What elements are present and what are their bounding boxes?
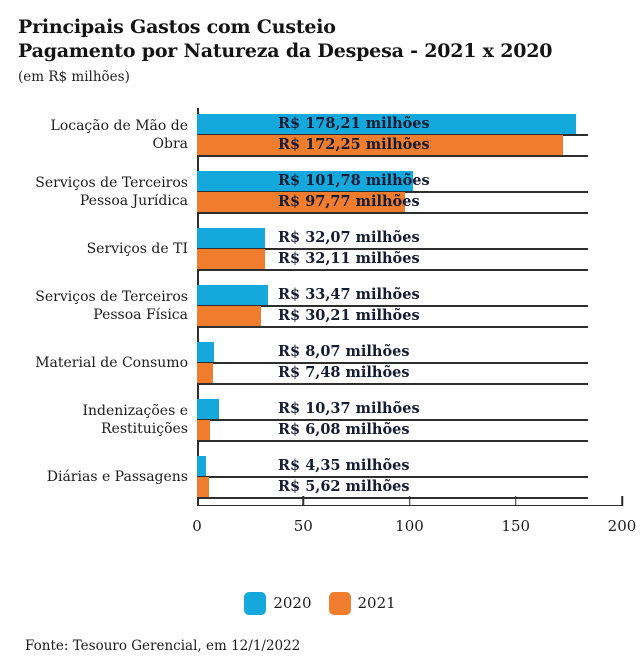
chart-title-line1: Principais Gastos com Custeio <box>18 16 336 38</box>
bar-2020 <box>197 227 266 249</box>
row-underline <box>197 383 588 385</box>
legend-label-2020: 2020 <box>273 594 312 613</box>
value-label: R$ 172,25 milhões <box>278 136 430 154</box>
bar-row-2020: R$ 101,78 milhões <box>197 170 622 193</box>
x-tick-label: 200 <box>607 516 637 535</box>
value-label: R$ 32,11 milhões <box>278 250 420 268</box>
value-label: R$ 6,08 milhões <box>278 421 410 439</box>
bar-row-2020: R$ 10,37 milhões <box>197 398 622 421</box>
x-axis-tick-100 <box>408 495 411 506</box>
value-label: R$ 32,07 milhões <box>278 229 420 247</box>
bar-row-2021: R$ 7,48 milhões <box>197 362 622 385</box>
bar-row-2021: R$ 6,08 milhões <box>197 419 622 442</box>
bar-2020 <box>197 398 220 420</box>
plot-area: Locação de Mão de Obra R$ 178,21 milhões… <box>18 107 622 506</box>
bar-group-diarias-passagens: Diárias e Passagens R$ 4,35 milhões R$ 5… <box>18 455 622 499</box>
value-label: R$ 101,78 milhões <box>278 172 430 190</box>
bar-row-2021: R$ 97,77 milhões <box>197 191 622 214</box>
bar-2020 <box>197 113 576 135</box>
bar-group-servicos-ti: Serviços de TI R$ 32,07 milhões R$ 32,11… <box>18 227 622 271</box>
row-underline <box>197 155 588 157</box>
bar-row-2021: R$ 5,62 milhões <box>197 476 622 499</box>
x-axis-labels: 0 50 100 150 200 <box>192 516 636 537</box>
row-underline <box>197 497 588 499</box>
category-label: Serviços de TI <box>86 240 188 257</box>
value-label: R$ 178,21 milhões <box>278 115 430 133</box>
category-label: Serviços de Terceiros Pessoa Jurídica <box>35 174 188 209</box>
bar-2021 <box>197 248 266 270</box>
x-axis-tick-200 <box>621 495 623 506</box>
category-label: Locação de Mão de Obra <box>50 117 188 152</box>
bar-2021 <box>197 134 564 156</box>
bar-group-servicos-terceiros-pj: Serviços de Terceiros Pessoa Jurídica R$… <box>18 170 622 214</box>
value-label: R$ 8,07 milhões <box>278 343 410 361</box>
bar-group-material-consumo: Material de Consumo R$ 8,07 milhões R$ 7… <box>18 341 622 385</box>
category-label: Diárias e Passagens <box>46 468 188 485</box>
category-label: Serviços de Terceiros Pessoa Física <box>35 288 188 323</box>
legend-swatch-2020 <box>244 591 267 615</box>
bar-2021 <box>197 476 209 498</box>
x-tick-label: 100 <box>395 516 424 535</box>
bar-2020 <box>197 170 414 192</box>
value-label: R$ 5,62 milhões <box>278 478 410 496</box>
bar-2021 <box>197 191 405 213</box>
bar-2021 <box>197 362 213 384</box>
value-label: R$ 10,37 milhões <box>278 400 420 418</box>
x-tick-label: 0 <box>192 516 202 535</box>
x-tick-label: 150 <box>501 516 531 535</box>
bar-row-2020: R$ 178,21 milhões <box>197 113 622 136</box>
bar-row-2020: R$ 32,07 milhões <box>197 227 622 250</box>
chart-subtitle: (em R$ milhões) <box>18 68 130 85</box>
x-axis-line <box>197 495 623 506</box>
legend-label-2021: 2021 <box>357 594 396 613</box>
category-label: Indenizações e Restituições <box>82 402 189 437</box>
bar-2021 <box>197 419 210 441</box>
bar-group-indenizacoes: Indenizações e Restituições R$ 10,37 mil… <box>18 398 622 442</box>
row-underline <box>197 212 588 214</box>
bar-row-2020: R$ 8,07 milhões <box>197 341 622 364</box>
row-underline <box>197 362 588 364</box>
row-underline <box>197 248 588 250</box>
row-underline <box>197 440 588 442</box>
bar-group-locacao-mao-de-obra: Locação de Mão de Obra R$ 178,21 milhões… <box>18 113 622 157</box>
row-underline <box>197 305 588 307</box>
chart-title-line2: Pagamento por Natureza da Despesa - 2021… <box>18 39 553 62</box>
value-label: R$ 30,21 milhões <box>278 307 420 325</box>
bar-2021 <box>197 305 262 327</box>
source-note: Fonte: Tesouro Gerencial, em 12/1/2022 <box>25 637 301 654</box>
value-label: R$ 33,47 milhões <box>278 286 420 304</box>
bar-row-2021: R$ 32,11 milhões <box>197 248 622 271</box>
bar-chart: Locação de Mão de Obra R$ 178,21 milhões… <box>18 107 636 537</box>
x-axis-tick-50 <box>302 495 304 506</box>
x-axis-tick-150 <box>515 495 517 506</box>
value-label: R$ 7,48 milhões <box>278 364 410 382</box>
row-underline <box>197 419 588 421</box>
bar-group-servicos-terceiros-pf: Serviços de Terceiros Pessoa Física R$ 3… <box>18 284 622 328</box>
bar-row-2021: R$ 172,25 milhões <box>197 134 622 157</box>
x-tick-label: 50 <box>293 516 313 535</box>
bar-2020 <box>197 455 207 477</box>
x-axis <box>18 495 623 506</box>
bar-row-2020: R$ 4,35 milhões <box>197 455 622 478</box>
row-underline <box>197 476 588 478</box>
value-label: R$ 4,35 milhões <box>278 457 410 475</box>
bar-2020 <box>197 284 269 306</box>
chart-legend: 2020 2021 <box>18 591 622 615</box>
row-underline <box>197 326 588 328</box>
category-label: Material de Consumo <box>35 354 188 371</box>
bar-row-2021: R$ 30,21 milhões <box>197 305 622 328</box>
chart-title: Principais Gastos com Custeio Pagamento … <box>18 16 622 64</box>
legend-swatch-2021 <box>328 591 351 615</box>
bar-row-2020: R$ 33,47 milhões <box>197 284 622 307</box>
bar-2020 <box>197 341 215 363</box>
row-underline <box>197 269 588 271</box>
value-label: R$ 97,77 milhões <box>278 193 420 211</box>
